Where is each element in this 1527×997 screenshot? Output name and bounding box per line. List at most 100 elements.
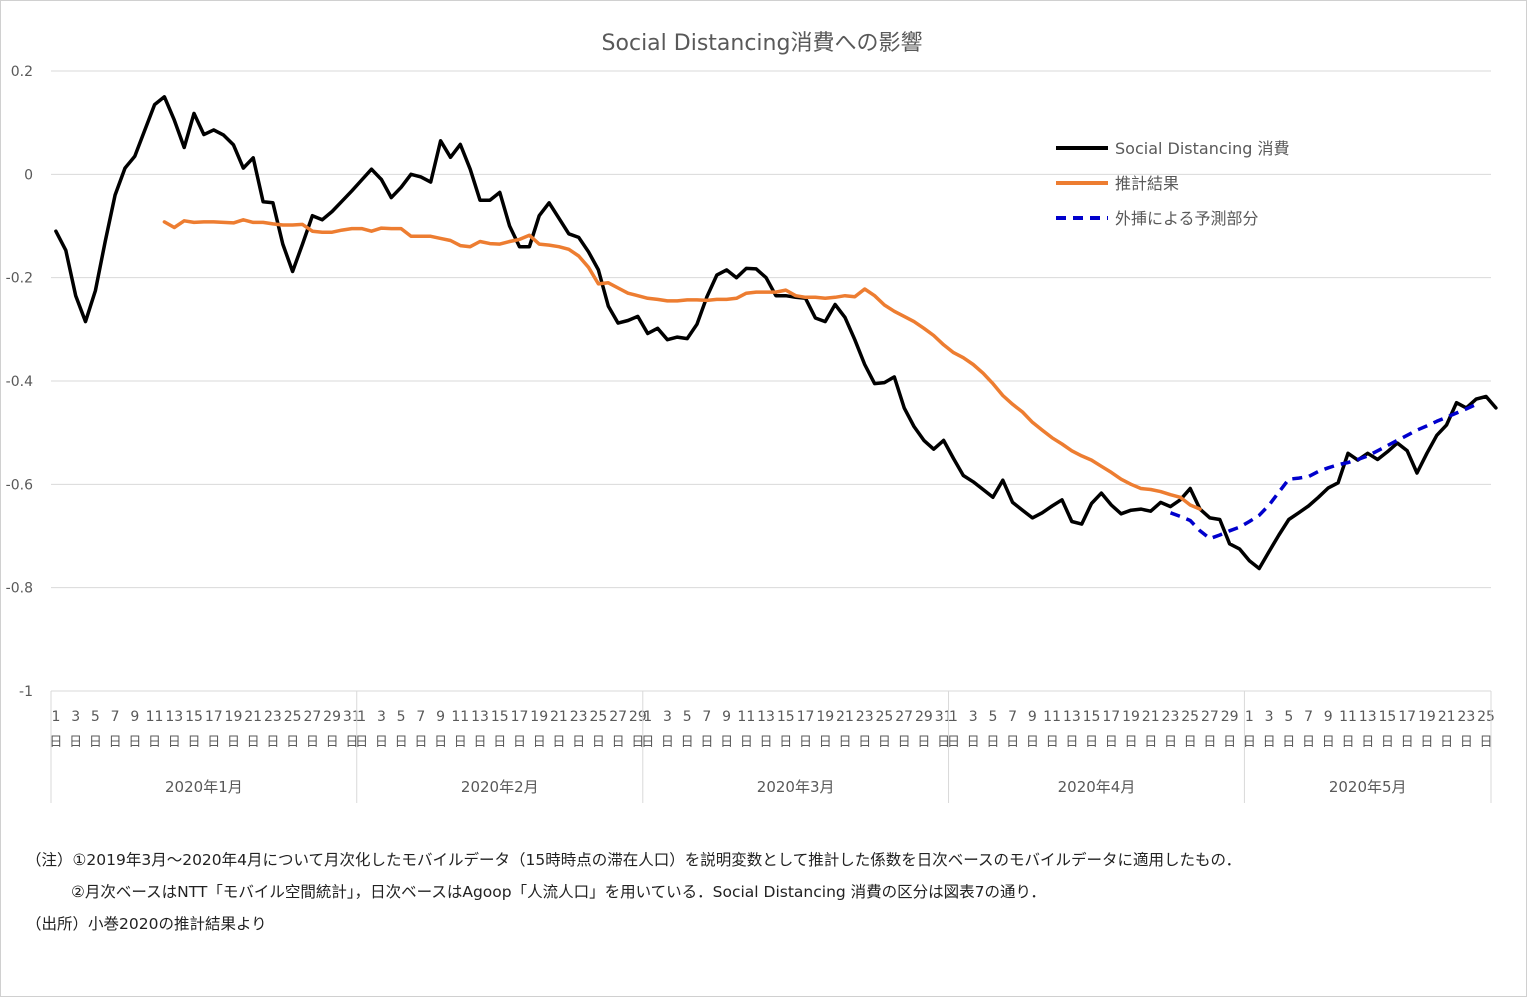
x-tick-label: 9 bbox=[1028, 709, 1037, 725]
x-tick-label: 29 bbox=[915, 709, 933, 725]
x-tick-label: 9 bbox=[436, 709, 445, 725]
x-tick-unit: 日 bbox=[1361, 735, 1374, 750]
x-tick-unit: 日 bbox=[493, 735, 506, 750]
x-tick-unit: 日 bbox=[986, 735, 999, 750]
x-tick-unit: 日 bbox=[375, 735, 388, 750]
x-tick-unit: 日 bbox=[1184, 735, 1197, 750]
x-tick-label: 17 bbox=[205, 709, 223, 725]
x-tick-label: 23 bbox=[264, 709, 282, 725]
x-tick-label: 19 bbox=[816, 709, 834, 725]
x-tick-unit: 日 bbox=[700, 735, 713, 750]
x-tick-label: 1 bbox=[1245, 709, 1254, 725]
x-tick-unit: 日 bbox=[1401, 735, 1414, 750]
x-tick-unit: 日 bbox=[592, 735, 605, 750]
x-tick-unit: 日 bbox=[1046, 735, 1059, 750]
x-tick-unit: 日 bbox=[838, 735, 851, 750]
x-tick-unit: 日 bbox=[947, 735, 960, 750]
x-tick-label: 21 bbox=[1438, 709, 1456, 725]
x-tick-unit: 日 bbox=[1223, 735, 1236, 750]
x-tick-label: 15 bbox=[1083, 709, 1101, 725]
x-tick-unit: 日 bbox=[286, 735, 299, 750]
x-tick-unit: 日 bbox=[454, 735, 467, 750]
x-tick-unit: 日 bbox=[898, 735, 911, 750]
x-tick-label: 3 bbox=[71, 709, 80, 725]
x-tick-label: 11 bbox=[737, 709, 755, 725]
x-tick-unit: 日 bbox=[168, 735, 181, 750]
x-tick-label: 21 bbox=[1142, 709, 1160, 725]
x-tick-label: 15 bbox=[491, 709, 509, 725]
x-tick-label: 29 bbox=[1221, 709, 1239, 725]
x-tick-unit: 日 bbox=[799, 735, 812, 750]
x-tick-label: 27 bbox=[303, 709, 321, 725]
x-tick-unit: 日 bbox=[414, 735, 427, 750]
x-tick-label: 21 bbox=[244, 709, 262, 725]
month-label: 2020年4月 bbox=[1058, 778, 1136, 796]
x-tick-unit: 日 bbox=[1420, 735, 1433, 750]
x-tick-label: 13 bbox=[471, 709, 489, 725]
x-tick-label: 9 bbox=[1324, 709, 1333, 725]
x-tick-unit: 日 bbox=[355, 735, 368, 750]
x-tick-label: 23 bbox=[1162, 709, 1180, 725]
chart-title: Social Distancing消費への影響 bbox=[602, 31, 923, 56]
x-tick-unit: 日 bbox=[740, 735, 753, 750]
x-tick-label: 17 bbox=[1398, 709, 1416, 725]
x-tick-unit: 日 bbox=[858, 735, 871, 750]
x-tick-label: 13 bbox=[1359, 709, 1377, 725]
month-label: 2020年1月 bbox=[165, 778, 243, 796]
series-line-2 bbox=[162, 218, 1202, 511]
x-tick-label: 5 bbox=[683, 709, 692, 725]
note-1: （注）①2019年3月～2020年4月について月次化したモバイルデータ（15時時… bbox=[26, 851, 1242, 869]
x-tick-unit: 日 bbox=[1440, 735, 1453, 750]
y-axis: 0.2 0 -0.2 -0.4 -0.6 -0.8 -1 bbox=[6, 64, 33, 700]
x-tick-label: 27 bbox=[609, 709, 627, 725]
x-tick-unit: 日 bbox=[1282, 735, 1295, 750]
x-tick-label: 27 bbox=[1201, 709, 1219, 725]
x-tick-unit: 日 bbox=[227, 735, 240, 750]
legend-label-2: 推計結果 bbox=[1115, 174, 1179, 193]
x-tick-unit: 日 bbox=[513, 735, 526, 750]
x-tick-label: 21 bbox=[550, 709, 568, 725]
x-tick-label: 29 bbox=[323, 709, 341, 725]
x-tick-unit: 日 bbox=[631, 735, 644, 750]
x-tick-label: 7 bbox=[1008, 709, 1017, 725]
x-tick-unit: 日 bbox=[247, 735, 260, 750]
x-tick-label: 3 bbox=[1265, 709, 1274, 725]
x-tick-unit: 日 bbox=[661, 735, 674, 750]
x-tick-unit: 日 bbox=[1341, 735, 1354, 750]
x-tick-label: 27 bbox=[895, 709, 913, 725]
x-tick-unit: 日 bbox=[1480, 735, 1493, 750]
x-tick-unit: 日 bbox=[572, 735, 585, 750]
x-tick-label: 3 bbox=[377, 709, 386, 725]
y-tick-label: 0.2 bbox=[11, 64, 33, 80]
x-tick-label: 25 bbox=[589, 709, 607, 725]
x-tick-label: 15 bbox=[777, 709, 795, 725]
series-line-3 bbox=[1169, 402, 1477, 541]
x-tick-label: 7 bbox=[416, 709, 425, 725]
x-tick-label: 13 bbox=[165, 709, 183, 725]
x-tick-unit: 日 bbox=[1144, 735, 1157, 750]
series-lines bbox=[54, 95, 1498, 571]
y-tick-label: 0 bbox=[24, 167, 33, 183]
y-tick-label: -0.4 bbox=[6, 374, 33, 390]
gridlines bbox=[51, 70, 1491, 692]
x-tick-label: 7 bbox=[1304, 709, 1313, 725]
x-tick-unit: 日 bbox=[760, 735, 773, 750]
month-label: 2020年3月 bbox=[757, 778, 835, 796]
x-tick-unit: 日 bbox=[188, 735, 201, 750]
x-tick-label: 11 bbox=[146, 709, 164, 725]
x-tick-unit: 日 bbox=[1085, 735, 1098, 750]
x-tick-unit: 日 bbox=[69, 735, 82, 750]
x-tick-label: 3 bbox=[969, 709, 978, 725]
x-tick-unit: 日 bbox=[434, 735, 447, 750]
y-tick-label: -0.6 bbox=[6, 477, 33, 493]
x-tick-label: 15 bbox=[185, 709, 203, 725]
x-tick-label: 23 bbox=[1457, 709, 1475, 725]
x-tick-label: 23 bbox=[856, 709, 874, 725]
x-tick-label: 17 bbox=[511, 709, 529, 725]
x-tick-unit: 日 bbox=[207, 735, 220, 750]
x-tick-label: 11 bbox=[1339, 709, 1357, 725]
x-tick-unit: 日 bbox=[326, 735, 339, 750]
x-tick-label: 3 bbox=[663, 709, 672, 725]
x-tick-unit: 日 bbox=[1322, 735, 1335, 750]
